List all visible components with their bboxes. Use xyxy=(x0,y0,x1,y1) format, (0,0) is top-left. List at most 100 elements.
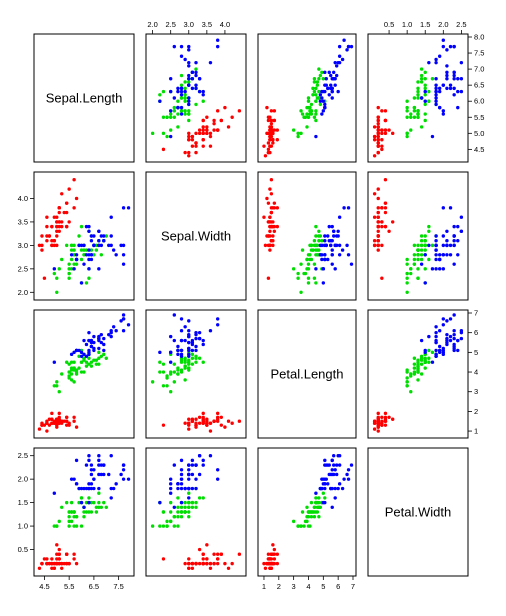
point-g0-24-r1-c0 xyxy=(50,224,54,229)
point-g2-21-r3-c0 xyxy=(69,477,74,481)
point-g1-8-r0-c1 xyxy=(183,80,187,84)
point-g1-44-r2-c1 xyxy=(176,366,180,370)
point-g2-36-r0-c1 xyxy=(201,89,205,94)
point-g2-7-r0-c3 xyxy=(434,57,438,62)
point-g2-0-r2-c0 xyxy=(87,330,91,335)
point-g1-28-r1-c3 xyxy=(423,248,427,252)
point-g1-18-r0-c3 xyxy=(423,93,427,97)
point-g2-33-r1-c0 xyxy=(87,253,91,257)
point-g0-43-r1-c0 xyxy=(55,220,59,224)
point-g0-20-r0-c2 xyxy=(272,118,277,123)
point-g1-20-r2-c0 xyxy=(77,354,81,358)
point-g1-36-r2-c0 xyxy=(97,356,101,360)
point-g2-23-r2-c1 xyxy=(176,352,180,357)
point-g2-37-r2-c3 xyxy=(434,340,438,345)
point-g1-23-r3-c1 xyxy=(179,514,184,519)
point-g1-17-r3-c0 xyxy=(74,524,79,528)
point-g0-27-r1-c0 xyxy=(60,220,64,224)
point-g2-19-r1-c3 xyxy=(423,281,427,285)
point-g0-23-r0-c3 xyxy=(387,128,391,132)
point-g0-47-r2-c1 xyxy=(194,421,198,425)
point-g2-34-r3-c1 xyxy=(172,505,177,510)
point-g2-25-r0-c3 xyxy=(434,60,438,65)
point-g1-7-r1-c0 xyxy=(52,271,57,276)
point-g1-25-r0-c3 xyxy=(419,80,424,84)
point-g2-9-r2-c3 xyxy=(459,329,464,333)
point-g0-17-r0-c1 xyxy=(205,128,209,132)
point-g1-4-r2-c0 xyxy=(92,358,96,362)
point-g2-39-r2-c1 xyxy=(190,342,195,347)
point-g1-44-r0-c2 xyxy=(309,112,314,116)
point-g2-2-r3-c0 xyxy=(107,472,111,477)
point-g0-28-r3-c0 xyxy=(60,561,64,566)
point-g2-5-r3-c0 xyxy=(119,472,123,477)
point-g2-45-r3-c0 xyxy=(97,463,101,467)
point-g1-48-r2-c1 xyxy=(168,390,173,394)
point-g1-18-r2-c0 xyxy=(84,360,89,364)
panel-r2-c2 xyxy=(257,309,357,439)
point-g2-43-r0-c3 xyxy=(452,73,456,78)
point-g2-42-r1-c2 xyxy=(323,257,327,262)
point-g1-8-r2-c3 xyxy=(416,358,420,362)
point-g2-6-r2-c3 xyxy=(430,360,435,364)
point-g1-49-r2-c1 xyxy=(179,368,184,372)
point-g2-47-r3-c0 xyxy=(92,477,96,481)
point-g0-13-r0-c2 xyxy=(263,154,268,158)
point-g1-36-r2-c1 xyxy=(190,356,195,360)
point-g1-31-r3-c0 xyxy=(67,524,71,528)
point-g1-12-r3-c1 xyxy=(158,524,162,528)
point-g0-32-r1-c3 xyxy=(372,192,377,196)
point-g2-31-r3-c1 xyxy=(215,477,220,481)
y-tick-label: 6 xyxy=(474,328,478,337)
point-g2-42-r1-c0 xyxy=(74,257,79,262)
point-g1-14-r2-c0 xyxy=(69,378,74,382)
point-g2-39-r0-c2 xyxy=(327,70,331,75)
point-g0-31-r1-c0 xyxy=(64,224,69,229)
point-g2-34-r1-c2 xyxy=(330,262,334,266)
point-g1-20-r1-c2 xyxy=(318,234,323,238)
point-g2-30-r1-c3 xyxy=(437,253,442,257)
point-g0-25-r0-c1 xyxy=(187,131,191,136)
point-g0-31-r0-c3 xyxy=(383,118,388,123)
point-g1-19-r0-c3 xyxy=(409,112,413,116)
point-g0-41-r2-c1 xyxy=(161,423,166,427)
point-g1-2-r2-c0 xyxy=(102,352,106,357)
x-tick-label: 2.0 xyxy=(438,20,448,29)
point-g0-37-r1-c2 xyxy=(268,215,272,219)
point-g0-6-r0-c1 xyxy=(201,144,205,148)
point-g1-17-r3-c2 xyxy=(308,524,312,528)
point-g2-34-r1-c0 xyxy=(82,262,86,266)
point-g0-14-r1-c0 xyxy=(74,196,79,201)
point-g1-4-r3-c0 xyxy=(92,500,96,505)
point-g2-5-r0-c2 xyxy=(345,48,349,52)
point-g2-34-r3-c0 xyxy=(82,505,86,510)
point-g0-13-r3-c0 xyxy=(37,566,42,571)
point-g2-13-r1-c0 xyxy=(72,267,76,271)
point-g2-21-r3-c2 xyxy=(320,477,324,481)
point-g0-15-r2-c0 xyxy=(72,419,76,423)
point-g2-14-r0-c3 xyxy=(456,105,460,110)
point-g0-49-r3-c1 xyxy=(197,561,202,566)
point-g2-9-r1-c3 xyxy=(459,215,464,219)
point-g1-9-r2-c0 xyxy=(60,372,64,376)
point-g2-33-r3-c2 xyxy=(323,500,327,505)
point-g1-10-r1-c0 xyxy=(55,290,59,295)
point-g2-20-r1-c0 xyxy=(102,234,106,238)
point-g2-19-r0-c3 xyxy=(423,99,427,103)
point-g0-26-r0-c1 xyxy=(201,131,205,136)
point-g1-31-r1-c2 xyxy=(302,271,306,276)
point-g2-4-r3-c0 xyxy=(92,468,96,472)
point-g2-22-r1-c3 xyxy=(441,253,446,257)
point-g1-6-r3-c1 xyxy=(197,496,202,500)
point-g1-43-r2-c3 xyxy=(405,384,409,388)
point-g1-42-r2-c3 xyxy=(412,370,417,374)
point-g2-35-r1-c2 xyxy=(337,243,342,248)
point-g1-16-r0-c2 xyxy=(314,112,318,116)
point-g0-46-r3-c1 xyxy=(215,561,220,566)
point-g0-30-r1-c0 xyxy=(50,238,54,243)
point-g1-24-r0-c1 xyxy=(183,86,187,91)
point-g2-14-r3-c1 xyxy=(179,458,184,463)
point-g2-48-r3-c0 xyxy=(84,463,89,467)
point-g1-45-r1-c2 xyxy=(309,243,314,248)
